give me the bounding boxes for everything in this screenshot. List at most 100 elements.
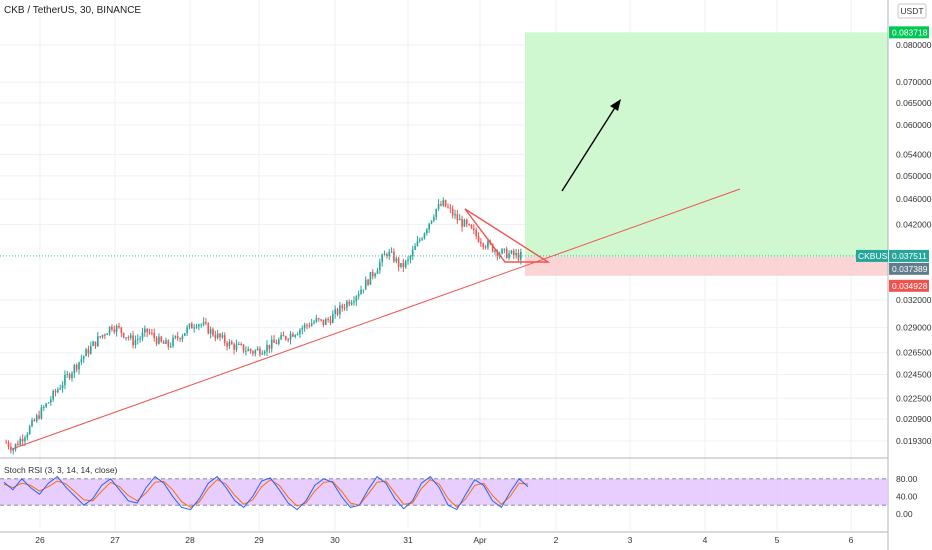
candle-body — [329, 319, 332, 323]
candle-body — [240, 343, 242, 345]
candle-body — [339, 305, 341, 315]
candle-body — [508, 253, 510, 259]
candle-body — [5, 442, 7, 444]
candle-body — [423, 233, 426, 239]
candle-body — [40, 407, 43, 419]
y-tick-label: 0.060000 — [896, 120, 932, 130]
candle-body — [418, 239, 421, 241]
candle-body — [348, 301, 351, 305]
candle-body — [106, 333, 109, 336]
x-tick-label: 2 — [554, 535, 559, 545]
y-tick-label: 0.046000 — [896, 194, 932, 204]
candle-body — [66, 374, 69, 376]
candle-body — [104, 334, 106, 336]
last-price-tag — [889, 249, 929, 262]
candle-body — [118, 325, 120, 328]
candle-body — [31, 419, 33, 427]
candle-body — [517, 252, 520, 260]
candle-body — [426, 229, 428, 234]
candle-body — [115, 325, 118, 332]
symbol-title: CKB / TetherUS, 30, BINANCE — [4, 5, 141, 16]
entry-price-tag-label: 0.037389 — [892, 264, 928, 274]
candle-body — [148, 332, 151, 334]
candle-body — [89, 345, 92, 354]
candle-body — [167, 340, 170, 347]
last-price-symbol: CKBUSDT — [858, 251, 899, 261]
projection-arrow[interactable] — [561, 105, 617, 192]
candle-body — [238, 343, 240, 345]
candle-body — [82, 356, 85, 360]
candle-body — [28, 426, 31, 435]
support-trendline[interactable] — [11, 188, 741, 450]
last-price-tag-label: 0.037511 — [892, 251, 927, 261]
x-tick-label: 30 — [330, 535, 340, 545]
candle-body — [73, 365, 76, 374]
currency-selector[interactable] — [897, 3, 927, 19]
x-tick-label: 29 — [254, 535, 264, 545]
candle-body — [165, 340, 167, 344]
stoch-y-tick-label: 80.00 — [896, 474, 918, 484]
candle-body — [205, 321, 207, 324]
candle-body — [296, 333, 299, 335]
candle-body — [52, 391, 54, 400]
x-tick-label: 5 — [775, 535, 780, 545]
stop-price-tag — [889, 279, 929, 292]
candle-body — [388, 251, 391, 256]
candle-body — [475, 230, 477, 237]
candle-body — [367, 279, 369, 285]
candle-body — [92, 341, 94, 346]
candle-body — [71, 373, 73, 379]
candle-body — [33, 419, 36, 422]
candle-body — [332, 314, 334, 323]
candle-body — [503, 248, 506, 250]
candle-body — [252, 351, 254, 354]
stoch-y-tick-label: 40.00 — [896, 491, 918, 501]
profit-zone[interactable] — [525, 32, 888, 257]
candle-body — [273, 339, 275, 343]
candle-body — [376, 270, 379, 274]
candle-body — [139, 338, 141, 340]
entry-price-tag — [889, 262, 929, 275]
candle-body — [397, 258, 400, 267]
descending-triangle[interactable] — [464, 208, 551, 263]
candle-body — [322, 319, 325, 325]
candle-body — [301, 327, 304, 330]
candle-body — [360, 289, 362, 295]
candle-body — [153, 332, 156, 338]
candle-body — [141, 332, 144, 339]
candle-body — [127, 337, 130, 339]
candle-body — [501, 249, 503, 254]
candle-body — [97, 336, 99, 347]
candle-body — [14, 443, 17, 450]
candle-body — [12, 449, 15, 451]
candle-body — [414, 246, 416, 250]
candle-body — [195, 326, 198, 328]
x-tick-label: Apr — [473, 535, 486, 545]
stoch-y-tick-label: 0.00 — [896, 509, 913, 519]
stoch-d-line — [3, 479, 529, 509]
candle-body — [101, 334, 104, 338]
y-tick-label: 0.032000 — [896, 295, 932, 305]
candle-body — [386, 254, 388, 256]
candle-body — [134, 340, 137, 346]
candle-body — [24, 437, 26, 442]
candle-body — [484, 246, 487, 248]
candle-body — [263, 351, 266, 354]
candle-body — [374, 273, 376, 277]
candle-body — [494, 250, 496, 252]
y-tick-label: 0.042000 — [896, 219, 932, 229]
currency-label: USDT — [900, 6, 923, 16]
loss-zone[interactable] — [525, 256, 888, 276]
candle-body — [407, 259, 409, 261]
candle-body — [437, 204, 440, 209]
candle-body — [449, 207, 452, 209]
candle-body — [64, 375, 66, 385]
candle-body — [245, 351, 247, 353]
candle-body — [155, 337, 158, 344]
candle-body — [7, 442, 10, 447]
candle-body — [294, 334, 297, 337]
candle-body — [45, 403, 47, 407]
candle-body — [202, 321, 205, 325]
